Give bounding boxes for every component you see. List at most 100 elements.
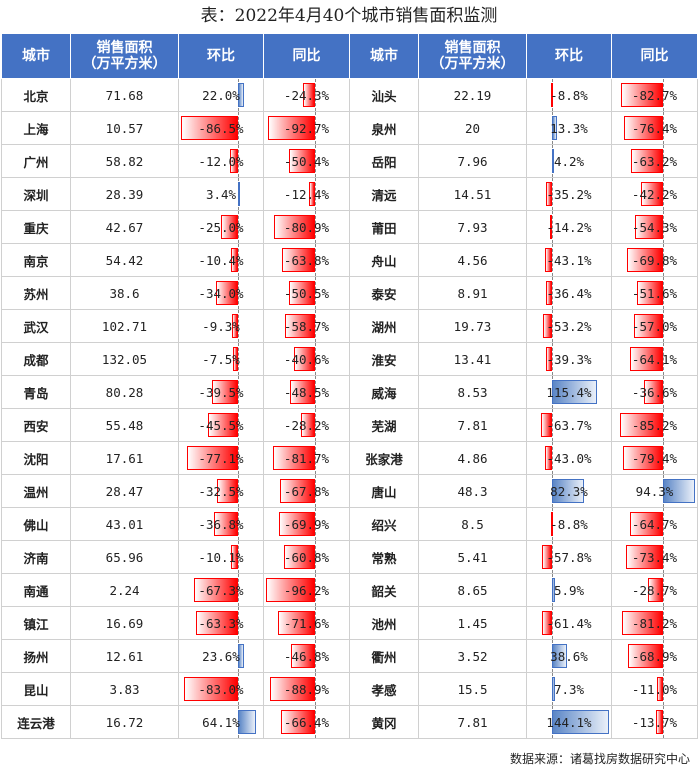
mom-change-value: 23.6% xyxy=(202,648,240,664)
yoy-change-value: -64.7% xyxy=(631,516,678,532)
sales-area: 5.41 xyxy=(418,540,527,574)
yoy-change-value: -81.2% xyxy=(631,615,678,631)
mom-change-cell: 144.1% xyxy=(526,705,612,739)
mom-change-value: 64.1% xyxy=(202,714,240,730)
city-name: 上海 xyxy=(1,111,71,145)
header-area: 销售面积 （万平方米） xyxy=(70,33,179,79)
sales-area: 8.91 xyxy=(418,276,527,310)
mom-change-axis xyxy=(237,244,239,276)
mom-change-value: 82.3% xyxy=(550,483,588,499)
yoy-change-bar xyxy=(273,215,315,239)
yoy-change-value: -60.8% xyxy=(283,549,330,565)
sales-area: 20 xyxy=(418,111,527,145)
yoy-change-cell: -42.2% xyxy=(611,177,698,211)
mom-change-value: -61.4% xyxy=(546,615,592,631)
yoy-change-value: -73.4% xyxy=(631,549,678,565)
mom-change-cell: -8.8% xyxy=(526,507,612,541)
mom-change-cell: 5.9% xyxy=(526,573,612,607)
yoy-change-axis xyxy=(663,211,664,243)
yoy-change-cell: -68.9% xyxy=(611,639,698,673)
city-name: 芜湖 xyxy=(349,408,419,442)
yoy-change-axis xyxy=(663,607,664,639)
mom-change-cell: -39.5% xyxy=(178,375,264,409)
yoy-change-cell: -24.3% xyxy=(263,78,350,112)
yoy-change-bar xyxy=(624,116,663,140)
yoy-change-value: -63.2% xyxy=(631,153,678,169)
city-name: 沈阳 xyxy=(1,441,71,475)
mom-change-cell: -8.8% xyxy=(526,78,612,112)
yoy-change-bar xyxy=(657,677,663,701)
sales-area: 13.41 xyxy=(418,342,527,376)
yoy-change-value: -76.4% xyxy=(631,120,678,136)
mom-change-bar xyxy=(552,380,598,404)
mom-change-bar xyxy=(215,281,238,305)
yoy-change-axis xyxy=(315,475,316,507)
city-name: 重庆 xyxy=(1,210,71,244)
mom-change-value: 22.0% xyxy=(202,87,240,103)
yoy-change-cell: -50.5% xyxy=(263,276,350,310)
mom-change-value: 3.4% xyxy=(205,186,237,202)
yoy-change-cell: -85.2% xyxy=(611,408,698,442)
mom-change-cell: -57.8% xyxy=(526,540,612,574)
mom-change-value: -9.3% xyxy=(202,318,240,334)
mom-change-axis xyxy=(237,541,239,573)
yoy-change-cell: -82.7% xyxy=(611,78,698,112)
table-row: 济南 65.96 -10.1% -60.8% 常熟 5.41 -57.8% -73.4% xyxy=(1,540,698,574)
city-name: 常熟 xyxy=(349,540,419,574)
mom-change-bar xyxy=(541,413,553,437)
yoy-change-axis xyxy=(663,442,664,474)
table-row: 西安 55.48 -45.5% -28.2% 芜湖 7.81 -63.7% -85.2% xyxy=(1,408,698,442)
mom-change-value: -43.1% xyxy=(546,252,592,268)
sales-area: 71.68 xyxy=(70,78,179,112)
city-name: 青岛 xyxy=(1,375,71,409)
city-name: 孝感 xyxy=(349,672,419,706)
yoy-change-value: -50.4% xyxy=(283,153,330,169)
city-name: 扬州 xyxy=(1,639,71,673)
city-name: 张家港 xyxy=(349,441,419,475)
mom-change-cell: -63.7% xyxy=(526,408,612,442)
mom-change-axis xyxy=(237,607,239,639)
mom-change-bar xyxy=(552,479,585,503)
mom-change-value: -83.0% xyxy=(198,681,244,697)
mom-change-cell: -10.1% xyxy=(178,540,264,574)
yoy-change-bar xyxy=(289,281,315,305)
yoy-change-bar xyxy=(289,149,315,173)
data-source-note: 数据来源：诸葛找房数据研究中心 xyxy=(509,752,690,766)
mom-change-axis xyxy=(237,310,239,342)
yoy-change-axis xyxy=(663,376,664,408)
table-row: 上海 10.57 -86.5% -92.7% 泉州 20 13.3% -76.4% xyxy=(1,111,698,145)
mom-change-bar xyxy=(552,677,556,701)
mom-change-cell: 23.6% xyxy=(178,639,264,673)
sales-area: 65.96 xyxy=(70,540,179,574)
city-name: 深圳 xyxy=(1,177,71,211)
yoy-change-axis xyxy=(663,706,664,738)
mom-change-axis xyxy=(237,475,239,507)
mom-change-cell: -34.0% xyxy=(178,276,264,310)
yoy-change-axis xyxy=(315,508,316,540)
yoy-change-value: -58.7% xyxy=(283,318,330,334)
mom-change-value: -25.0% xyxy=(198,219,244,235)
mom-change-cell: -35.2% xyxy=(526,177,612,211)
table-row: 沈阳 17.61 -77.1% -81.7% 张家港 4.86 -43.0% -79.4% xyxy=(1,441,698,475)
yoy-change-value: -92.7% xyxy=(283,120,330,136)
yoy-change-bar xyxy=(265,578,315,602)
yoy-change-bar xyxy=(621,611,663,635)
yoy-change-axis xyxy=(315,442,316,474)
yoy-change-value: -68.9% xyxy=(631,648,678,664)
city-sales-table: 城市 销售面积 （万平方米） 环比 同比 城市 销售面积 （万平方米） 环比 同… xyxy=(1,33,698,739)
mom-change-value: -67.3% xyxy=(198,582,244,598)
sales-area: 38.6 xyxy=(70,276,179,310)
sales-area: 10.57 xyxy=(70,111,179,145)
mom-change-cell: 7.3% xyxy=(526,672,612,706)
mom-change-cell: -14.2% xyxy=(526,210,612,244)
table-row: 镇江 16.69 -63.3% -71.6% 池州 1.45 -61.4% -81.2% xyxy=(1,606,698,640)
city-name: 池州 xyxy=(349,606,419,640)
yoy-change-axis xyxy=(663,508,664,540)
mom-change-axis xyxy=(237,409,239,441)
yoy-change-axis xyxy=(315,574,316,606)
city-name: 武汉 xyxy=(1,309,71,343)
table-header-row: 城市 销售面积 （万平方米） 环比 同比 城市 销售面积 （万平方米） 环比 同… xyxy=(1,33,698,79)
mom-change-value: -57.8% xyxy=(546,549,592,565)
mom-change-bar xyxy=(193,578,238,602)
mom-change-bar xyxy=(211,380,238,404)
